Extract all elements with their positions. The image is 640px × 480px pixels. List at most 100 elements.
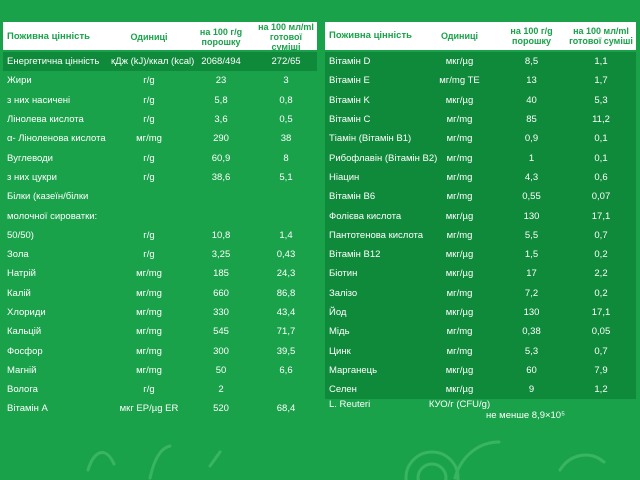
unit-cell: мкг/µg	[445, 94, 474, 106]
table-body: Вітамін D мкг/µg 8,5 1,1 Вітамін E мг/mg TE 13…	[325, 52, 636, 422]
table-row: Фолієва кислота мкг/µg 130 17,1	[325, 206, 636, 226]
per-100ml-value: 0,2	[594, 249, 608, 261]
nutrient-name: Ніацин	[329, 171, 360, 183]
header-per-100ml: на 100 мл/ml готової суміші	[258, 22, 314, 52]
unit-cell: г/g	[143, 171, 155, 183]
header-nutrient: Поживна цінність	[329, 30, 412, 41]
per-100ml-value: 24,3	[276, 268, 296, 280]
per-100ml-value: 3	[283, 75, 289, 87]
header-per-100g: на 100 г/g порошку	[199, 27, 243, 47]
per-100ml-value: 5,3	[594, 94, 608, 106]
nutrient-name: L. Reuteri	[329, 399, 371, 411]
table-row: 50/50) г/g 10,8 1,4	[3, 226, 317, 245]
header-units: Одиниці	[440, 31, 479, 41]
unit-cell: мкг ЕР/µg ER	[119, 403, 179, 415]
header-units: Одиниці	[130, 32, 168, 42]
unit-cell: мг/mg	[446, 229, 473, 241]
table-row: Біотин мкг/µg 17 2,2	[325, 264, 636, 284]
unit-cell: г/g	[143, 384, 155, 396]
unit-cell: мг/mg	[446, 326, 473, 338]
table-row: Йод мкг/µg 130 17,1	[325, 302, 636, 323]
table-row: Зола г/g 3,25 0,43	[3, 245, 317, 264]
table-row: Калій мг/mg 660 86,8	[3, 284, 317, 303]
nutrient-name: Тіамін (Вітамін В1)	[329, 133, 412, 145]
unit-cell: мг/mg	[446, 133, 473, 145]
nutrient-name: Енергетична цінність	[7, 56, 100, 68]
per-100g-value: 130	[523, 210, 540, 222]
per-100g-value: 0,55	[522, 191, 541, 203]
nutrient-name: Білки (казеїн/білки	[7, 191, 89, 203]
nutrient-name: α- Ліноленова кислота	[7, 133, 106, 145]
nutrient-name: Лінолева кислота	[7, 114, 84, 126]
per-100ml-value: 2,2	[594, 268, 608, 280]
per-100ml-value: 0,05	[591, 326, 611, 338]
unit-cell: мкг/µg	[445, 364, 474, 376]
nutrient-name: Залізо	[329, 287, 358, 299]
table-row: Волога г/g 2	[3, 380, 317, 399]
nutrient-name: Зола	[7, 249, 29, 261]
per-100g-value: 660	[213, 287, 229, 299]
per-100g-value: 17	[526, 268, 537, 280]
per-100g-value: 40	[526, 94, 537, 106]
table-row: Білки (казеїн/білки	[3, 187, 317, 206]
nutrient-name: Хлориди	[7, 307, 46, 318]
nutrient-name: Вітамін K	[329, 94, 370, 106]
unit-cell: г/g	[143, 152, 155, 164]
per-100ml-value: 0,8	[279, 94, 293, 106]
per-100g-value: 3,25	[211, 249, 231, 261]
table-row: Жири г/g 23 3	[3, 71, 317, 90]
per-100ml-value: 17,1	[591, 210, 611, 222]
nutrient-name: з них насичені	[7, 94, 71, 106]
nutrient-name: Кальцій	[7, 326, 42, 338]
nutrient-name: молочної сироватки:	[7, 210, 98, 222]
table-row: Вітамін В12 мкг/µg 1,5 0,2	[325, 244, 636, 265]
per-100ml-value: 0,7	[594, 229, 608, 241]
per-100g-value: 9	[528, 384, 535, 396]
per-100ml-value: 1,7	[594, 75, 608, 87]
table-row: Марганець мкг/µg 60 7,9	[325, 360, 636, 381]
unit-cell: мг/mg	[136, 307, 162, 318]
table-body: Енергетична цінність кДж (kJ)/ккал (kcal)…	[3, 52, 317, 419]
per-100ml-value: 5,1	[279, 171, 293, 183]
table-row: Лінолева кислота г/g 3,6 0,5	[3, 110, 317, 129]
per-100ml-value: 6,6	[279, 364, 293, 376]
nutrient-name: Жири	[7, 75, 32, 87]
table-row: Хлориди мг/mg 330 43,4	[3, 303, 317, 322]
per-100g-value: 290	[213, 133, 229, 145]
nutrient-name: Вітамін В12	[329, 249, 381, 261]
table-row: Пантотенова кислота мг/mg 5,5 0,7	[325, 225, 636, 245]
table-row: Рибофлавін (Вітамін В2) мг/mg 1 0,1	[325, 148, 636, 168]
per-100ml-value: 11,2	[592, 114, 610, 126]
unit-cell: г/g	[143, 249, 155, 261]
right-nutrition-table: Поживна цінність Одиниці на 100 г/g поро…	[325, 22, 636, 422]
per-100g-value: 2068/494	[201, 56, 241, 68]
per-100g-value: 330	[213, 307, 229, 318]
table-row: Фосфор мг/mg 300 39,5	[3, 341, 317, 360]
unit-cell: кДж (kJ)/ккал (kcal)	[111, 56, 195, 68]
per-100g-value: 5,5	[524, 229, 539, 241]
per-100ml-value: 0,07	[591, 191, 611, 203]
table-row: Магній мг/mg 50 6,6	[3, 361, 317, 380]
unit-cell: мг/mg	[136, 133, 162, 145]
nutrient-name: Калій	[7, 287, 31, 299]
per-100g-value: 545	[213, 326, 229, 338]
nutrient-name: Вуглеводи	[7, 152, 53, 164]
table-row: Ніацин мг/mg 4,3 0,6	[325, 167, 636, 188]
unit-cell: мкг/µg	[445, 268, 474, 280]
per-100ml-value: 43,4	[276, 307, 296, 318]
per-100ml-value: 0,43	[276, 249, 296, 261]
nutrient-name: Йод	[329, 307, 347, 318]
per-100g-value: не менше 8,9×10⁵	[486, 410, 566, 422]
per-100g-value: 60,9	[211, 152, 231, 164]
per-100g-value: 300	[213, 345, 229, 357]
per-100g-value: 50	[215, 364, 227, 376]
table-header: Поживна цінність Одиниці на 100 г/g поро…	[325, 22, 636, 50]
nutrient-name: Біотин	[329, 268, 358, 280]
table-row: Селен мкг/µg 9 1,2	[325, 380, 636, 400]
per-100ml-value: 0,7	[594, 345, 608, 357]
per-100g-value: 3,6	[214, 114, 228, 126]
unit-cell: мг/mg	[136, 268, 162, 280]
per-100g-value: 7,2	[524, 287, 539, 299]
table-header: Поживна цінність Одиниці на 100 г/g поро…	[3, 22, 317, 52]
per-100ml-value: 39,5	[276, 345, 296, 357]
